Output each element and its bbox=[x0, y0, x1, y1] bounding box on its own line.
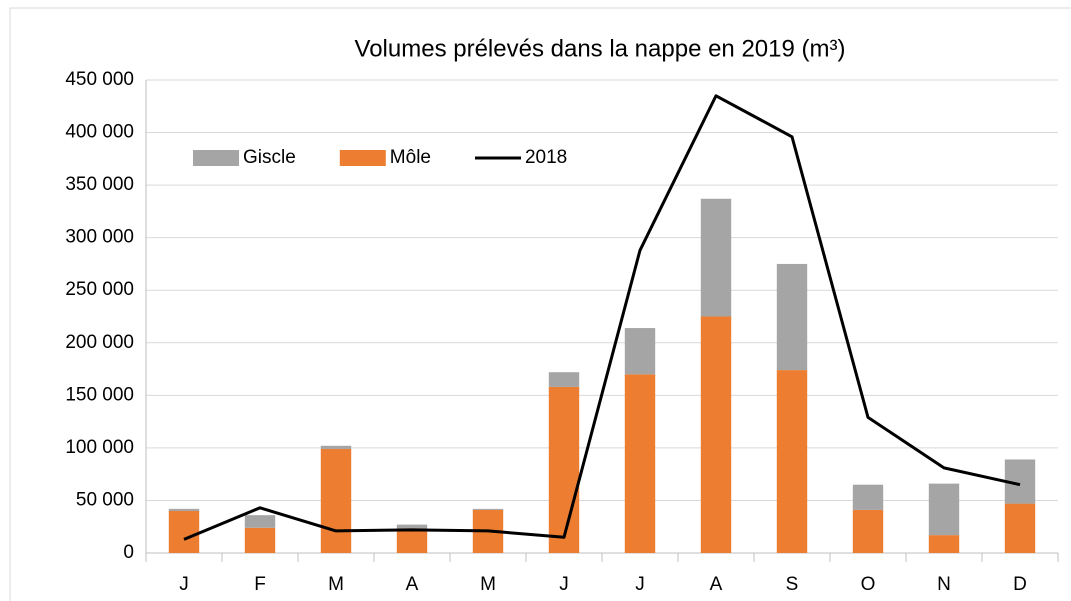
x-tick-label: A bbox=[710, 574, 723, 595]
legend-label: Môle bbox=[390, 147, 431, 168]
bar bbox=[320, 445, 352, 449]
chart-title: Volumes prélevés dans la nappe en 2019 (… bbox=[355, 35, 846, 62]
bar bbox=[928, 483, 960, 536]
y-tick-label: 150 000 bbox=[65, 384, 134, 405]
bar bbox=[396, 529, 428, 553]
bar bbox=[624, 328, 656, 375]
x-tick-label: J bbox=[559, 574, 569, 595]
bar bbox=[548, 386, 580, 553]
bar bbox=[776, 263, 808, 371]
x-tick-label: O bbox=[861, 574, 876, 595]
bar bbox=[168, 510, 200, 553]
x-tick-label: A bbox=[406, 574, 419, 595]
bar bbox=[700, 198, 732, 317]
y-tick-label: 300 000 bbox=[65, 227, 134, 248]
line-series bbox=[183, 94, 1021, 541]
x-tick-label: S bbox=[786, 574, 799, 595]
bar bbox=[244, 515, 276, 528]
bar bbox=[320, 448, 352, 553]
y-tick-label: 0 bbox=[123, 542, 134, 563]
legend-swatch bbox=[193, 150, 239, 166]
bar bbox=[852, 484, 884, 510]
x-tick-label: M bbox=[480, 574, 496, 595]
legend-label: Giscle bbox=[243, 147, 296, 168]
bar bbox=[1004, 503, 1036, 553]
x-tick-label: J bbox=[179, 574, 189, 595]
bar bbox=[700, 316, 732, 553]
y-tick-label: 50 000 bbox=[76, 489, 134, 510]
bar bbox=[472, 508, 504, 510]
bar bbox=[396, 524, 428, 530]
bar bbox=[168, 508, 200, 511]
x-tick-label: M bbox=[328, 574, 344, 595]
bar bbox=[244, 527, 276, 553]
x-tick-label: F bbox=[254, 574, 266, 595]
y-tick-label: 350 000 bbox=[65, 174, 134, 195]
legend-label: 2018 bbox=[525, 147, 567, 168]
x-tick-label: J bbox=[635, 574, 645, 595]
y-tick-label: 100 000 bbox=[65, 437, 134, 458]
chart-border bbox=[9, 7, 1071, 601]
x-tick-label: D bbox=[1013, 574, 1027, 595]
y-tick-label: 400 000 bbox=[65, 122, 134, 143]
x-tick-label: N bbox=[937, 574, 951, 595]
y-tick-label: 450 000 bbox=[65, 69, 134, 90]
legend-swatch bbox=[339, 150, 386, 166]
bar bbox=[852, 509, 884, 553]
bar bbox=[624, 374, 656, 553]
y-tick-label: 250 000 bbox=[65, 279, 134, 300]
bar bbox=[928, 535, 960, 553]
bar bbox=[548, 372, 580, 387]
bar bbox=[776, 370, 808, 553]
y-tick-label: 200 000 bbox=[65, 332, 134, 353]
